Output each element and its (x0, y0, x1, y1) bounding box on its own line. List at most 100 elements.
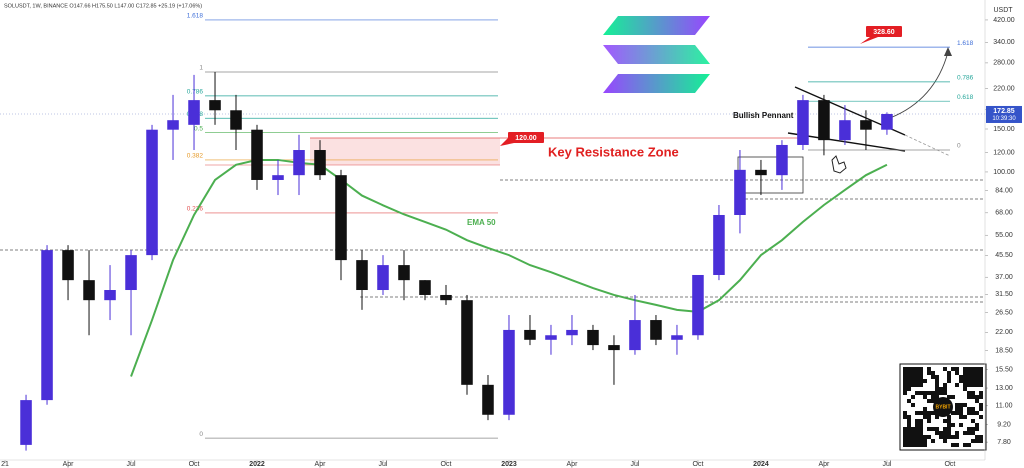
qr-cell (947, 435, 951, 439)
qr-cell (959, 423, 963, 427)
y-tick-label: 340.00 (993, 39, 1015, 46)
qr-cell (939, 387, 943, 391)
qr-cell (915, 375, 919, 379)
qr-cell (979, 403, 983, 407)
qr-cell (911, 435, 915, 439)
x-tick-label: Apr (818, 461, 830, 468)
qr-cell (943, 427, 947, 431)
qr-cell (923, 407, 927, 411)
price-callout: 120.00 (500, 132, 544, 146)
qr-cell (927, 391, 931, 395)
y-tick-label: 15.50 (995, 366, 1013, 373)
qr-cell (979, 439, 983, 443)
qr-cell (963, 403, 967, 407)
qr-cell (955, 383, 959, 387)
fib-label: 0.618 (957, 94, 974, 101)
qr-cell (951, 435, 955, 439)
qr-cell (911, 443, 915, 447)
qr-cell (971, 419, 975, 423)
qr-cell (919, 431, 923, 435)
qr-cell (903, 387, 907, 391)
candle-body (62, 250, 74, 281)
qr-cell (967, 427, 971, 431)
qr-cell (931, 427, 935, 431)
qr-cell (919, 367, 923, 371)
candle-body (629, 320, 641, 351)
qr-cell (927, 415, 931, 419)
qr-code: BYBIT (899, 363, 987, 451)
qr-cell (931, 375, 935, 379)
y-tick-label: 150.00 (993, 126, 1015, 133)
candle-body (293, 150, 305, 176)
fib-label: 1.618 (187, 13, 204, 20)
resistance-zone (310, 138, 500, 165)
qr-cell (959, 407, 963, 411)
candle-body (692, 274, 704, 336)
qr-cell (971, 391, 975, 395)
candle-body (398, 265, 410, 281)
arrow (889, 51, 949, 119)
qr-cell (907, 435, 911, 439)
annotation: Key Resistance Zone (548, 144, 679, 159)
qr-cell (911, 367, 915, 371)
qr-cell (903, 439, 907, 443)
callout-box (508, 132, 544, 143)
qr-cell (979, 391, 983, 395)
fib-label: 0.5 (194, 125, 203, 132)
qr-cell (967, 383, 971, 387)
candle-body (146, 129, 158, 256)
qr-cell (951, 367, 955, 371)
qr-cell (955, 407, 959, 411)
callout-text: 120.00 (515, 135, 537, 142)
qr-cell (947, 415, 951, 419)
qr-cell (979, 407, 983, 411)
qr-cell (923, 443, 927, 447)
qr-cell (939, 435, 943, 439)
qr-cell (943, 419, 947, 423)
qr-cell (971, 383, 975, 387)
qr-cell (967, 391, 971, 395)
qr-cell (963, 375, 967, 379)
qr-cell (911, 403, 915, 407)
x-tick-label: Oct (189, 461, 200, 468)
qr-cell (931, 411, 935, 415)
hand-icon (831, 155, 847, 174)
y-tick-label: 45.50 (995, 252, 1013, 259)
qr-cell (963, 415, 967, 419)
qr-cell (907, 443, 911, 447)
callout-text: 328.60 (873, 29, 895, 36)
currency: USDT (993, 7, 1013, 14)
candle-body (566, 329, 578, 336)
qr-cell (959, 375, 963, 379)
qr-cell (975, 427, 979, 431)
qr-cell (923, 379, 927, 383)
qr-cell (955, 443, 959, 447)
qr-cell (915, 411, 919, 415)
y-tick-label: 55.00 (995, 232, 1013, 239)
callout-tail (860, 37, 878, 44)
qr-cell (907, 387, 911, 391)
qr-cell (979, 367, 983, 371)
candle-body (587, 329, 599, 346)
qr-cell (955, 431, 959, 435)
qr-cell (951, 423, 955, 427)
qr-cell (919, 443, 923, 447)
x-tick-label: Jul (127, 461, 136, 468)
qr-cell (975, 411, 979, 415)
qr-cell (927, 419, 931, 423)
qr-cell (971, 439, 975, 443)
solana-logo (603, 16, 710, 93)
qr-cell (907, 367, 911, 371)
qr-cell (943, 435, 947, 439)
y-tick-label: 100.00 (993, 169, 1015, 176)
qr-cell (923, 411, 927, 415)
candle-body (167, 120, 179, 130)
qr-cell (951, 411, 955, 415)
qr-cell (915, 371, 919, 375)
qr-cell (919, 371, 923, 375)
qr-cell (935, 375, 939, 379)
qr-cell (975, 435, 979, 439)
qr-cell (935, 383, 939, 387)
qr-cell (963, 443, 967, 447)
